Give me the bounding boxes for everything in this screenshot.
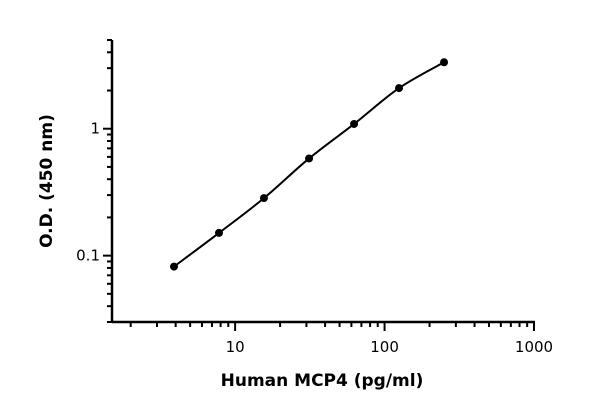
- plot-area: [170, 58, 449, 271]
- x-tick-label: 1000: [515, 338, 553, 356]
- y-axis-title: O.D. (450 nm): [37, 114, 57, 248]
- data-point: [350, 119, 359, 128]
- y-tick-label: 1: [90, 120, 100, 138]
- data-point: [259, 194, 268, 203]
- series-line: [173, 61, 445, 268]
- data-point: [214, 228, 223, 237]
- x-tick-label: 100: [370, 338, 399, 356]
- data-point: [170, 262, 179, 271]
- data-point: [305, 154, 314, 163]
- axes: 10 100 1000 0.1 1: [76, 39, 553, 356]
- y-tick-label: 0.1: [76, 247, 100, 265]
- data-point: [440, 58, 449, 67]
- data-point: [395, 84, 404, 93]
- x-tick-label: 10: [226, 338, 245, 356]
- x-axis-title: Human MCP4 (pg/ml): [221, 371, 424, 391]
